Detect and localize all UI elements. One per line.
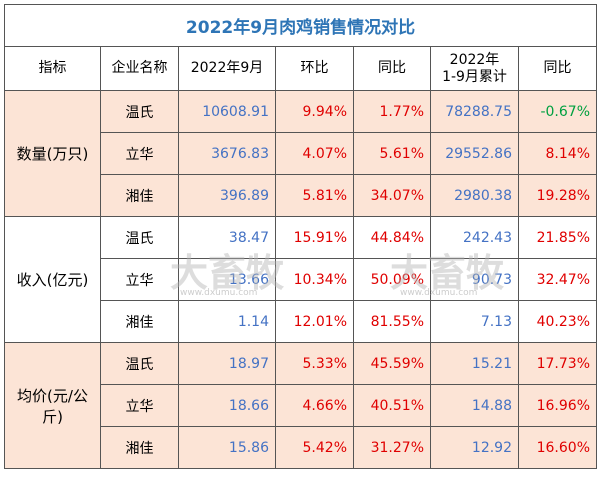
value-cell: 12.01% (275, 300, 354, 343)
value-cell: 5.61% (353, 132, 431, 175)
company-cell: 温氏 (100, 216, 179, 259)
value-cell: 15.21 (430, 342, 519, 385)
value-cell: 7.13 (430, 300, 519, 343)
value-cell: 16.60% (518, 426, 597, 469)
value-cell: 40.51% (353, 384, 431, 427)
company-cell: 立华 (100, 384, 179, 427)
value-cell: 38.47 (178, 216, 276, 259)
table-title: 2022年9月肉鸡销售情况对比 (4, 4, 597, 47)
value-cell: 81.55% (353, 300, 431, 343)
value-cell: 9.94% (275, 90, 354, 133)
company-cell: 温氏 (100, 342, 179, 385)
value-cell: 40.23% (518, 300, 597, 343)
group-label: 均价(元/公斤) (4, 342, 101, 469)
value-cell: 4.66% (275, 384, 354, 427)
value-cell: 18.66 (178, 384, 276, 427)
company-cell: 立华 (100, 132, 179, 175)
data-row: 立华 3676.83 4.07% 5.61% 29552.86 8.14% (5, 132, 597, 175)
value-cell: 15.91% (275, 216, 354, 259)
data-row: 湘佳 1.14 12.01% 81.55% 7.13 40.23% (5, 300, 597, 343)
value-cell: 15.86 (178, 426, 276, 469)
group-label: 收入(亿元) (4, 216, 101, 343)
value-cell: 45.59% (353, 342, 431, 385)
header-cell: 环比 (275, 46, 354, 91)
value-cell: 50.09% (353, 258, 431, 301)
header-cell: 同比 (353, 46, 431, 91)
value-cell: -0.67% (518, 90, 597, 133)
value-cell: 1.77% (353, 90, 431, 133)
value-cell: 13.66 (178, 258, 276, 301)
company-cell: 立华 (100, 258, 179, 301)
data-row: 湘佳 396.89 5.81% 34.07% 2980.38 19.28% (5, 174, 597, 217)
value-cell: 18.97 (178, 342, 276, 385)
value-cell: 16.96% (518, 384, 597, 427)
value-cell: 4.07% (275, 132, 354, 175)
header-cell: 2022年 1-9月累计 (430, 46, 519, 91)
value-cell: 29552.86 (430, 132, 519, 175)
sales-table: 2022年9月肉鸡销售情况对比 指标 企业名称 2022年9月 环比 同比 2022年 1-… (4, 4, 597, 469)
value-cell: 34.07% (353, 174, 431, 217)
value-cell: 8.14% (518, 132, 597, 175)
data-row: 湘佳 15.86 5.42% 31.27% 12.92 16.60% (5, 426, 597, 469)
data-row: 收入(亿元) 温氏 38.47 15.91% 44.84% 242.43 21.85% (4, 216, 597, 343)
value-cell: 2980.38 (430, 174, 519, 217)
value-cell: 31.27% (353, 426, 431, 469)
company-cell: 湘佳 (100, 174, 179, 217)
header-cell: 同比 (518, 46, 597, 91)
data-row: 均价(元/公斤) 温氏 18.97 5.33% 45.59% 15.21 17.73% (4, 342, 597, 469)
company-cell: 湘佳 (100, 300, 179, 343)
value-cell: 5.81% (275, 174, 354, 217)
company-cell: 湘佳 (100, 426, 179, 469)
value-cell: 19.28% (518, 174, 597, 217)
data-row: 立华 13.66 10.34% 50.09% 90.73 32.47% (5, 258, 597, 301)
data-row: 立华 18.66 4.66% 40.51% 14.88 16.96% (5, 384, 597, 427)
company-cell: 温氏 (100, 90, 179, 133)
value-cell: 32.47% (518, 258, 597, 301)
value-cell: 10.34% (275, 258, 354, 301)
value-cell: 21.85% (518, 216, 597, 259)
value-cell: 17.73% (518, 342, 597, 385)
value-cell: 242.43 (430, 216, 519, 259)
value-cell: 1.14 (178, 300, 276, 343)
value-cell: 90.73 (430, 258, 519, 301)
value-cell: 396.89 (178, 174, 276, 217)
value-cell: 12.92 (430, 426, 519, 469)
value-cell: 10608.91 (178, 90, 276, 133)
data-row: 数量(万只) 温氏 10608.91 9.94% 1.77% 78288.75 -0.67% (4, 90, 597, 217)
header-cell: 指标 (4, 46, 101, 91)
value-cell: 5.33% (275, 342, 354, 385)
title-row: 2022年9月肉鸡销售情况对比 (4, 4, 597, 47)
header-cell: 2022年9月 (178, 46, 276, 91)
value-cell: 78288.75 (430, 90, 519, 133)
value-cell: 44.84% (353, 216, 431, 259)
value-cell: 5.42% (275, 426, 354, 469)
value-cell: 14.88 (430, 384, 519, 427)
header-row: 指标 企业名称 2022年9月 环比 同比 2022年 1-9月累计 同比 (4, 46, 597, 91)
value-cell: 3676.83 (178, 132, 276, 175)
header-cell: 企业名称 (100, 46, 179, 91)
group-label: 数量(万只) (4, 90, 101, 217)
